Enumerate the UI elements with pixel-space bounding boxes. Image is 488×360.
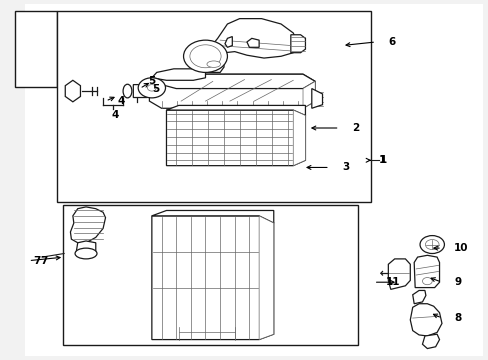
Text: 10: 10 <box>453 243 468 253</box>
Text: 5: 5 <box>152 84 159 94</box>
Text: 9: 9 <box>453 277 460 287</box>
Polygon shape <box>166 105 305 116</box>
Polygon shape <box>224 37 232 47</box>
Polygon shape <box>152 216 273 339</box>
Text: 6: 6 <box>387 37 395 47</box>
Text: 1: 1 <box>379 155 386 165</box>
Polygon shape <box>203 56 224 72</box>
Text: 5: 5 <box>148 76 155 86</box>
Bar <box>63 205 357 345</box>
Circle shape <box>419 235 444 253</box>
Circle shape <box>138 78 165 98</box>
Text: 3: 3 <box>341 162 348 172</box>
Text: 11: 11 <box>385 277 400 287</box>
Bar <box>57 12 370 202</box>
Polygon shape <box>422 334 439 348</box>
Polygon shape <box>133 85 151 98</box>
Polygon shape <box>259 216 273 339</box>
Polygon shape <box>76 241 96 255</box>
Polygon shape <box>387 259 409 289</box>
Polygon shape <box>152 211 273 223</box>
Text: 7: 7 <box>33 256 41 266</box>
Text: 7: 7 <box>41 256 48 266</box>
Ellipse shape <box>206 61 220 67</box>
Polygon shape <box>293 110 305 166</box>
Ellipse shape <box>75 248 97 259</box>
Polygon shape <box>409 304 441 336</box>
Circle shape <box>183 40 227 72</box>
Polygon shape <box>246 39 259 47</box>
Circle shape <box>422 278 431 285</box>
Polygon shape <box>149 74 315 108</box>
Polygon shape <box>149 74 315 89</box>
Circle shape <box>425 239 438 249</box>
Polygon shape <box>166 110 305 166</box>
Bar <box>15 12 57 87</box>
Polygon shape <box>290 35 305 53</box>
Text: 4: 4 <box>111 110 118 120</box>
Polygon shape <box>413 255 439 288</box>
Circle shape <box>189 45 221 68</box>
Polygon shape <box>210 19 298 58</box>
Polygon shape <box>311 89 322 108</box>
Ellipse shape <box>123 84 132 98</box>
Text: 4: 4 <box>118 96 125 106</box>
Polygon shape <box>412 291 425 304</box>
Polygon shape <box>65 80 81 102</box>
Text: 1: 1 <box>378 155 385 165</box>
Text: 2: 2 <box>351 123 358 133</box>
Text: 8: 8 <box>453 313 461 323</box>
Polygon shape <box>303 81 315 108</box>
Polygon shape <box>70 207 105 243</box>
Polygon shape <box>152 69 205 80</box>
